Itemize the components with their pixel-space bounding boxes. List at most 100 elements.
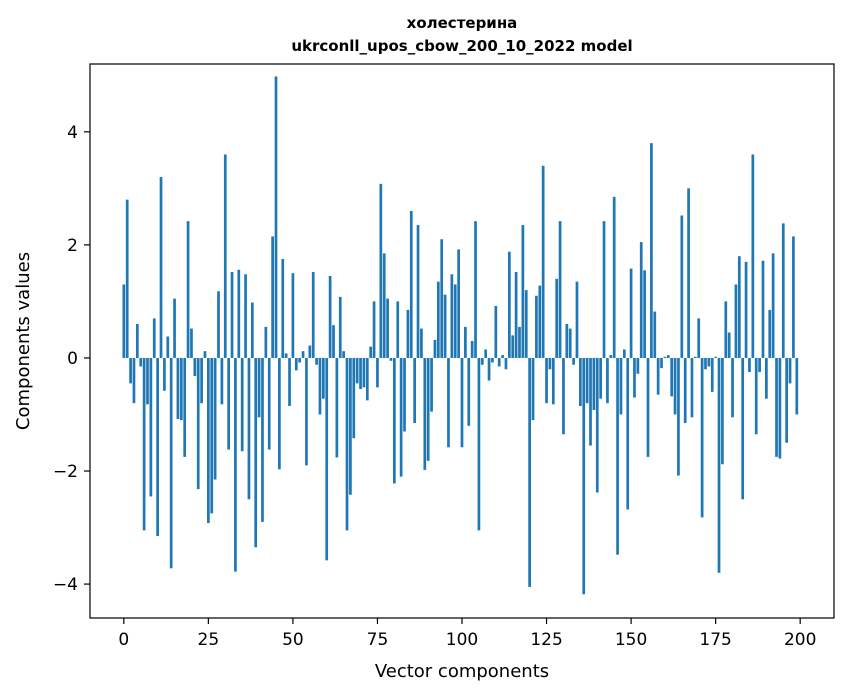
bar-128 xyxy=(555,278,559,358)
bar-71 xyxy=(362,357,366,388)
bar-15 xyxy=(173,298,176,358)
bar-88 xyxy=(420,328,423,358)
bar-176 xyxy=(717,357,721,573)
bar-92 xyxy=(433,339,437,358)
bar-185 xyxy=(748,357,751,373)
bar-148 xyxy=(622,349,626,358)
bar-177 xyxy=(721,357,724,465)
bar-27 xyxy=(213,357,217,480)
bar-4 xyxy=(135,324,139,358)
bar-197 xyxy=(788,357,792,384)
bar-189 xyxy=(761,260,765,358)
bar-63 xyxy=(335,357,339,458)
bar-115 xyxy=(511,335,515,358)
bar-28 xyxy=(217,291,220,358)
bar-18 xyxy=(183,357,187,457)
bar-199 xyxy=(795,357,799,415)
bar-93 xyxy=(436,281,440,358)
bar-67 xyxy=(349,357,352,495)
y-tick-label: 2 xyxy=(67,236,78,256)
bar-180 xyxy=(731,357,734,418)
bar-169 xyxy=(693,356,697,358)
bar-31 xyxy=(227,357,231,450)
bar-95 xyxy=(443,294,447,358)
y-tick-label: 0 xyxy=(67,349,78,369)
bar-21 xyxy=(193,357,197,377)
bar-160 xyxy=(663,356,667,358)
bar-163 xyxy=(673,357,677,415)
bar-7 xyxy=(146,357,149,405)
bar-142 xyxy=(602,221,606,358)
bar-52 xyxy=(298,357,302,363)
bar-50 xyxy=(291,273,295,358)
bar-147 xyxy=(619,357,623,415)
x-tick-label: 150 xyxy=(615,630,647,650)
bar-43 xyxy=(267,357,271,450)
x-tick-label: 200 xyxy=(784,630,816,650)
bar-127 xyxy=(551,357,555,405)
bar-179 xyxy=(727,332,731,358)
x-tick-label: 100 xyxy=(446,630,478,650)
bar-123 xyxy=(538,285,542,358)
bar-42 xyxy=(264,326,268,358)
bar-61 xyxy=(328,275,332,358)
bar-44 xyxy=(271,236,274,358)
bar-178 xyxy=(724,301,728,358)
bar-122 xyxy=(535,295,538,358)
bar-103 xyxy=(470,341,474,358)
bar-16 xyxy=(176,357,180,420)
bar-171 xyxy=(700,357,704,518)
bar-24 xyxy=(203,351,207,358)
bar-112 xyxy=(501,355,504,358)
bar-138 xyxy=(589,357,592,446)
bar-114 xyxy=(507,251,511,358)
y-tick-label: −4 xyxy=(53,575,78,595)
bar-193 xyxy=(775,357,778,457)
bar-118 xyxy=(521,225,525,358)
bar-110 xyxy=(494,305,498,358)
bar-97 xyxy=(450,274,454,358)
x-axis-ticks: 0 25 50 75 100 125 150 175 200 xyxy=(118,618,816,650)
bar-17 xyxy=(179,357,183,421)
bar-81 xyxy=(396,301,400,358)
bar-83 xyxy=(403,357,406,432)
bar-137 xyxy=(585,357,589,404)
bar-46 xyxy=(278,357,281,470)
bar-51 xyxy=(294,357,298,371)
y-axis-label: Components values xyxy=(13,252,34,430)
bar-89 xyxy=(423,357,427,470)
bar-68 xyxy=(352,357,356,439)
bar-153 xyxy=(639,242,643,358)
bar-154 xyxy=(643,270,646,358)
bar-75 xyxy=(376,357,379,388)
bar-159 xyxy=(660,357,663,369)
bar-151 xyxy=(633,357,636,398)
bar-196 xyxy=(785,357,789,443)
bar-140 xyxy=(595,357,599,493)
bar-168 xyxy=(690,357,694,418)
bar-30 xyxy=(223,154,227,358)
bar-167 xyxy=(687,188,690,358)
bar-150 xyxy=(629,268,633,358)
bar-48 xyxy=(284,353,288,358)
x-tick-label: 75 xyxy=(367,630,389,650)
bar-165 xyxy=(680,215,684,358)
bar-166 xyxy=(683,357,687,423)
bar-184 xyxy=(744,261,748,358)
bar-156 xyxy=(650,143,653,358)
bar-77 xyxy=(382,253,386,358)
bar-45 xyxy=(274,76,278,358)
bar-182 xyxy=(737,256,741,358)
bar-100 xyxy=(460,357,464,448)
y-tick-label: −2 xyxy=(53,462,78,482)
bar-129 xyxy=(558,221,562,358)
chart-title-line1: холестерина xyxy=(407,14,518,32)
bar-79 xyxy=(389,357,393,361)
bar-10 xyxy=(156,357,159,537)
bar-41 xyxy=(261,357,264,522)
bar-139 xyxy=(592,357,596,410)
bar-29 xyxy=(220,357,224,405)
bar-186 xyxy=(751,154,755,358)
bar-175 xyxy=(714,356,717,358)
